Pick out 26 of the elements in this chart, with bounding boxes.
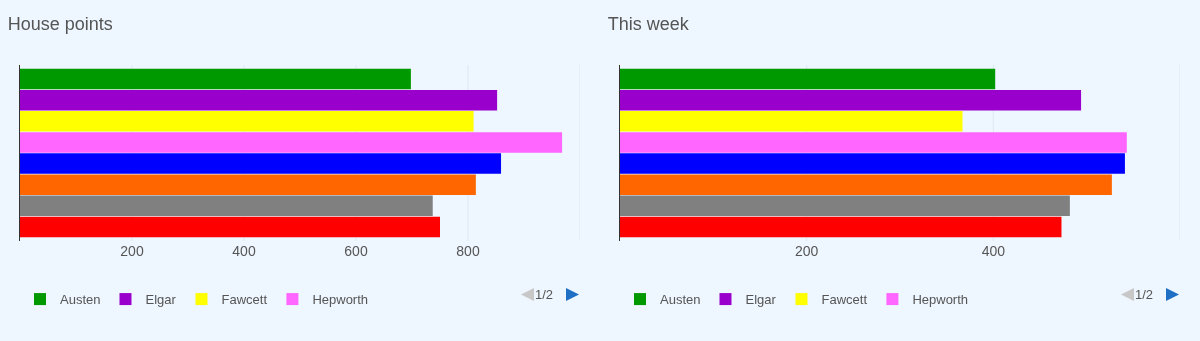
x-tick-label: 200 (120, 243, 144, 259)
legend-label: Austen (660, 292, 701, 308)
bar (620, 153, 1125, 174)
x-tick-label: 200 (794, 243, 819, 259)
legend-label: Austen (60, 292, 101, 308)
x-tick-label: 800 (456, 243, 480, 259)
x-tick-label: 400 (981, 243, 1006, 259)
chart-title: This week (607, 14, 690, 35)
bar (620, 68, 996, 90)
legend-label: Fawcett (821, 292, 868, 308)
bar (620, 174, 1112, 195)
bar (620, 132, 1127, 153)
bar (620, 195, 1070, 217)
x-tick-label: 600 (344, 243, 368, 259)
legend-label: Hepworth (312, 292, 369, 308)
legend-label: Fawcett (221, 292, 268, 308)
x-tick-label: 400 (232, 243, 256, 259)
legend-label: Elgar (145, 292, 177, 308)
bar (620, 111, 963, 132)
legend-label: Elgar (745, 292, 777, 308)
text: 1/2 (1135, 287, 1154, 302)
chart-title: House points (7, 14, 113, 35)
bar (620, 216, 1062, 238)
bar (620, 89, 1082, 111)
legend-label: Hepworth (912, 292, 969, 308)
text: 1/2 (535, 287, 554, 302)
